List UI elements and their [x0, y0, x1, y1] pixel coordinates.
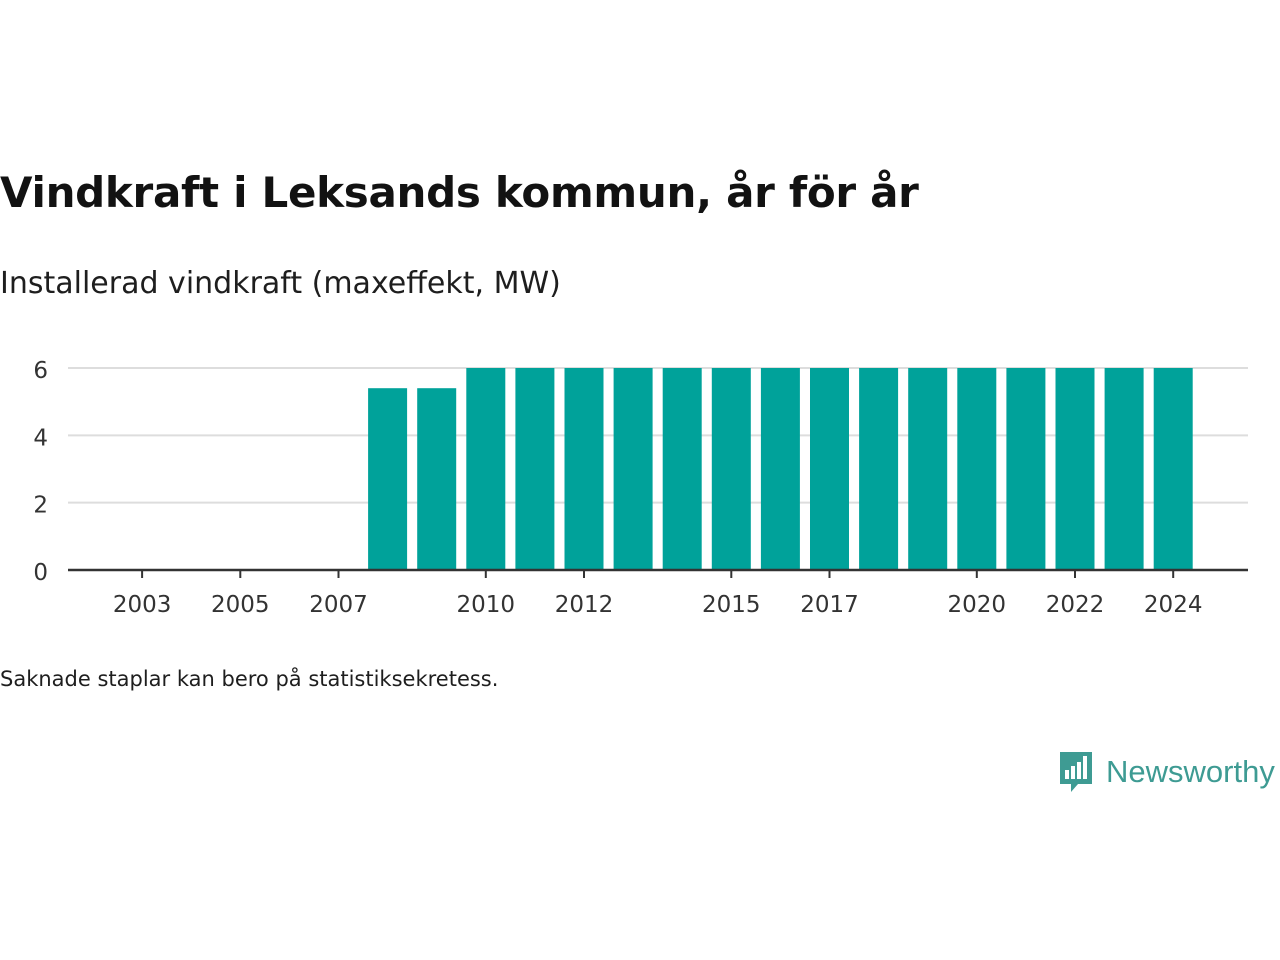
x-tick-label: 2017: [800, 592, 859, 618]
y-tick-label: 4: [33, 425, 48, 451]
bar-2020: [957, 368, 997, 570]
footnote: Saknade staplar kan bero på statistiksek…: [0, 667, 499, 691]
y-tick-label: 2: [33, 493, 48, 519]
bar-2011: [515, 368, 555, 570]
bar-chart: 0 2 4 6 2003 2005 2007 2010 2012 2015 2017 2020 2022…: [33, 358, 1248, 618]
bar-2012: [564, 368, 604, 570]
bar-2008: [368, 388, 408, 570]
bar-2024: [1153, 368, 1193, 570]
x-tick-label: 2012: [555, 592, 614, 618]
x-tick-label: 2024: [1144, 592, 1203, 618]
bar-2018: [859, 368, 899, 570]
bar-2019: [908, 368, 948, 570]
y-tick-label: 6: [33, 358, 48, 384]
bar-2013: [613, 368, 653, 570]
bar-2014: [662, 368, 702, 570]
bar-2010: [466, 368, 506, 570]
gridlines: [68, 367, 1248, 504]
bar-2015: [711, 368, 751, 570]
x-tick-label: 2022: [1046, 592, 1105, 618]
brand-logo: Newsworthy: [1058, 750, 1275, 794]
y-tick-label: 0: [33, 560, 48, 586]
bars: [368, 368, 1193, 570]
x-tick-label: 2010: [457, 592, 516, 618]
chart-title: Vindkraft i Leksands kommun, år för år: [0, 168, 919, 217]
tick-labels: 0 2 4 6 2003 2005 2007 2010 2012 2015 2017 2020 2022…: [33, 358, 1202, 618]
chart-subtitle: Installerad vindkraft (maxeffekt, MW): [0, 266, 561, 301]
bar-2023: [1104, 368, 1144, 570]
bar-2021: [1006, 368, 1046, 570]
x-tick-label: 2015: [702, 592, 761, 618]
x-tick-label: 2020: [948, 592, 1007, 618]
axes: [68, 568, 1248, 578]
x-tick-label: 2007: [309, 592, 368, 618]
newsworthy-logo-icon: [1060, 752, 1092, 792]
bar-2022: [1055, 368, 1095, 570]
x-tick-label: 2005: [211, 592, 270, 618]
bar-2009: [417, 388, 457, 570]
brand-name: Newsworthy: [1106, 754, 1275, 789]
bar-2017: [810, 368, 849, 570]
bar-2016: [760, 368, 800, 570]
x-tick-label: 2003: [113, 592, 172, 618]
